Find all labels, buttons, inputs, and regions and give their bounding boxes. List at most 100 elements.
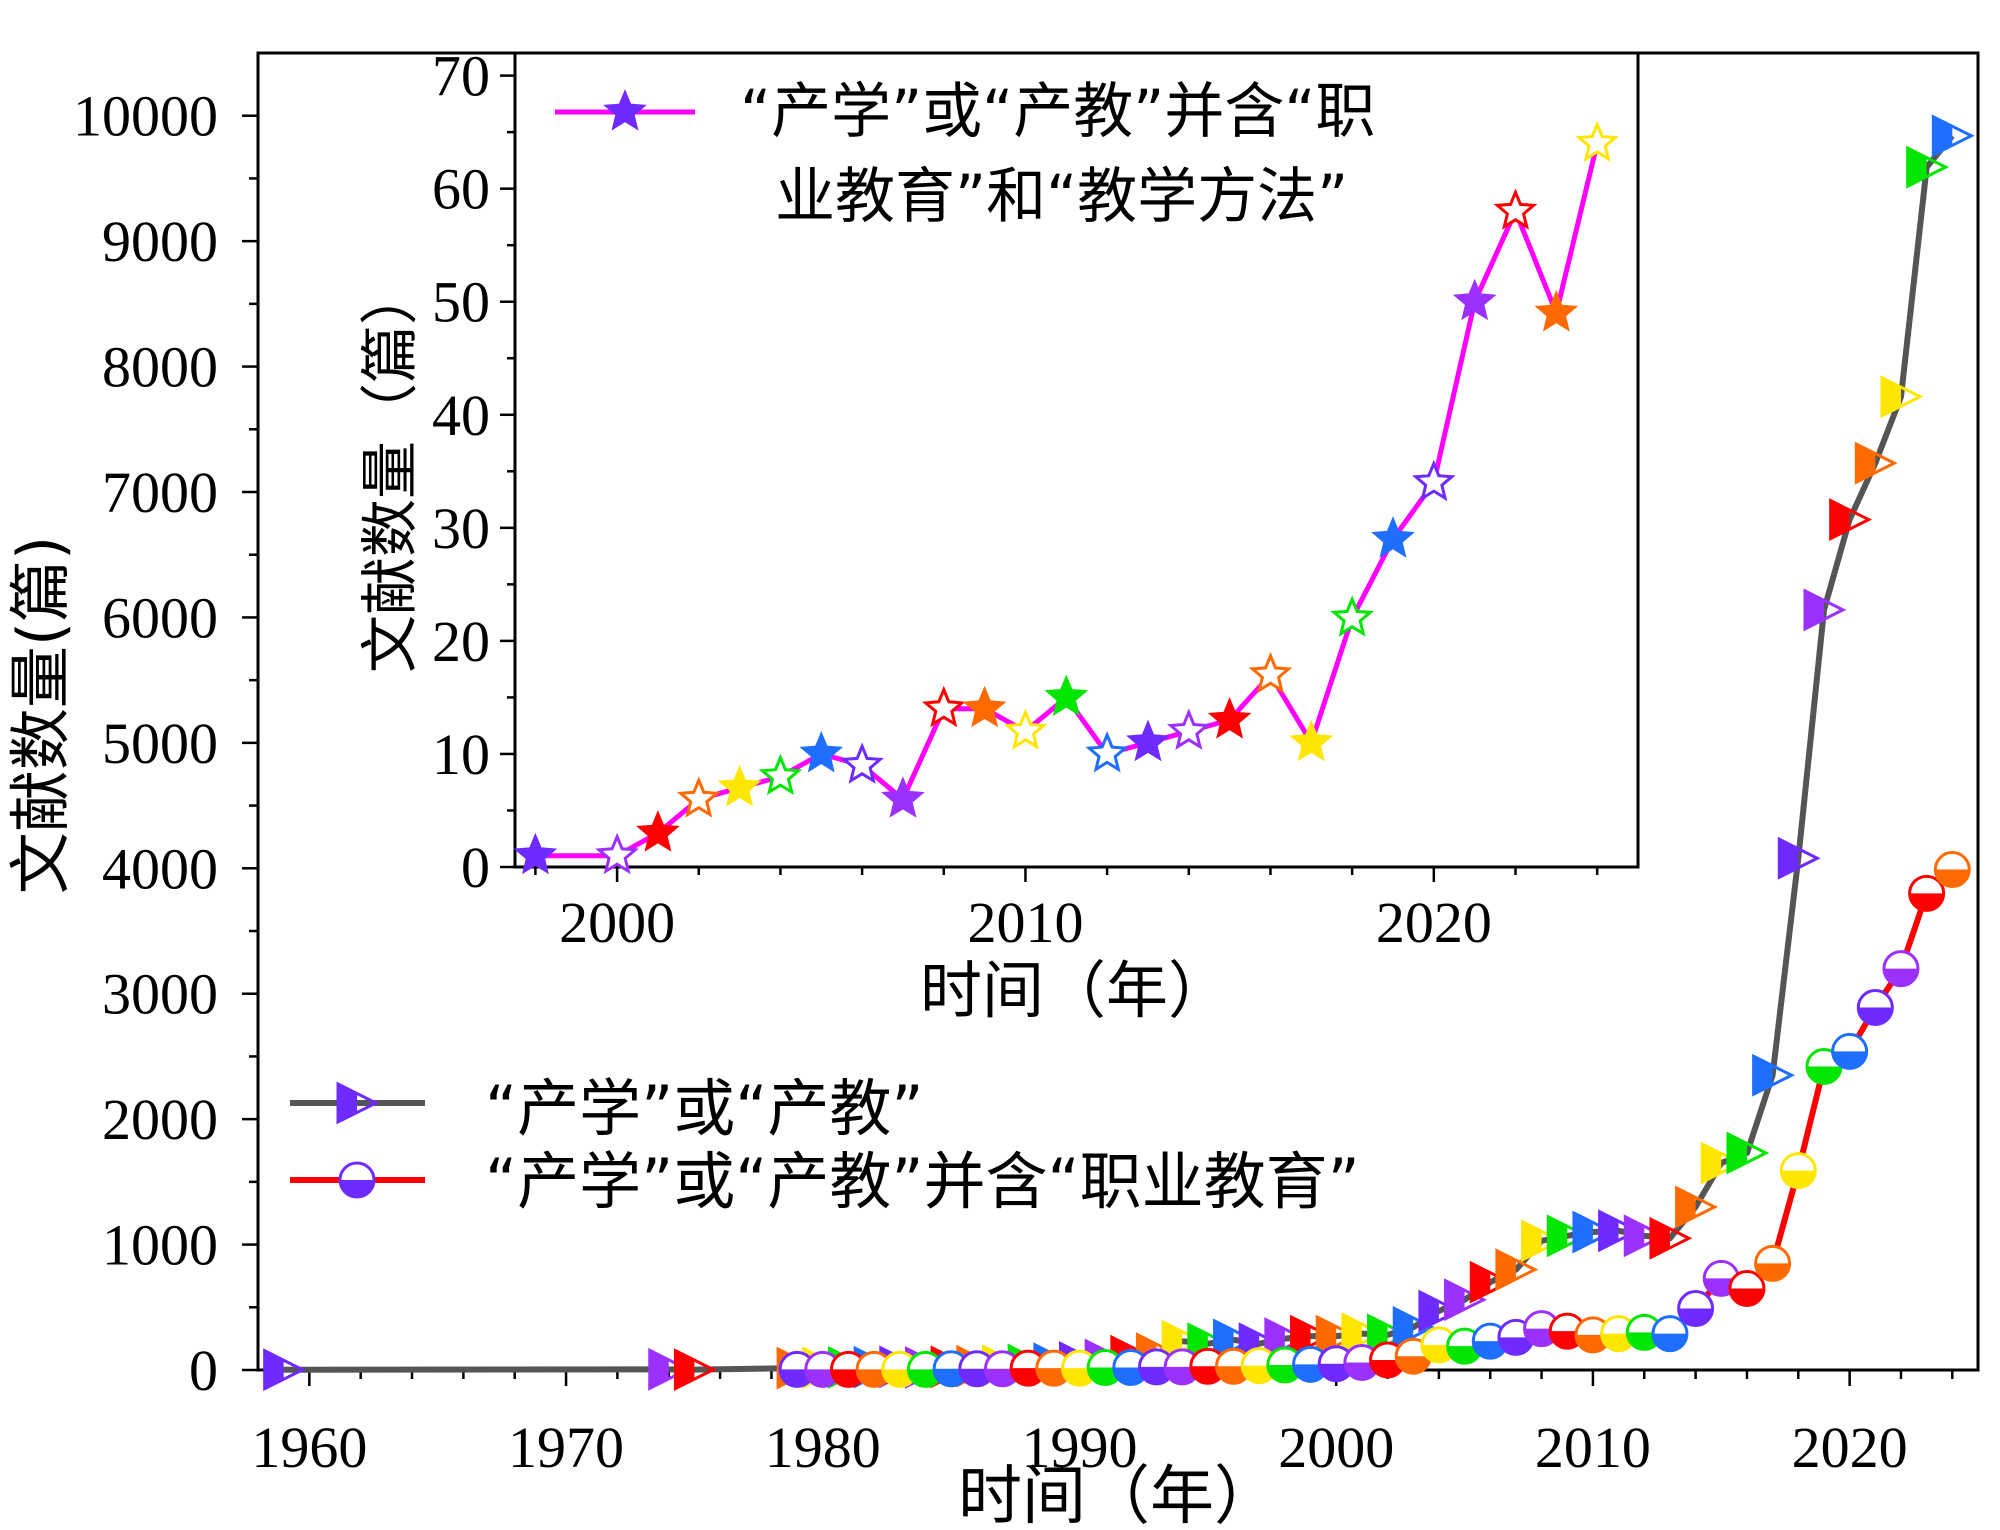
series-1-point [1880,375,1924,419]
series-1-point [1777,836,1821,880]
series-1-point-outline [1906,145,1950,189]
series-1-point-fill [1676,1187,1696,1226]
inset-series-point [676,776,721,818]
inset-series-point [758,753,803,796]
main-y-tick-label: 1000 [102,1213,218,1278]
inset-axes: 2000 2010 2020 0 10 20 30 40 50 60 70 [432,44,1599,955]
series-1-point-outline [1495,1248,1539,1292]
series-1-point-outline [1469,1260,1513,1304]
main-series-layer [263,114,1975,1392]
series-1-point [1495,1248,1539,1292]
series-1-point-fill [649,1350,669,1389]
series-1-point-fill [1881,377,1901,416]
series-1-point [1598,1209,1641,1253]
series-2-point [1292,1345,1330,1383]
series-1-point [1341,1312,1385,1356]
series-2-point-fill [1652,1333,1687,1351]
legend-series-1-marker-fill [338,1084,357,1122]
series-2-point-fill [1883,968,1918,986]
main-plot: 1960 1970 1980 1990 2000 2010 2020010002000300… [4,51,1980,1530]
inset-series-point [1044,674,1089,716]
series-2-point [855,1350,893,1388]
main-x-axis-title: 时间（年） [958,1460,1278,1530]
series-1-point [1649,1216,1693,1260]
series-1-point-outline [1675,1185,1718,1229]
main-y-tick-label: 4000 [102,836,218,901]
series-2-point-fill [1781,1170,1816,1188]
series-1-point-fill [1933,116,1953,155]
series-1-point-fill [264,1350,284,1389]
series-2-point [1933,851,1971,889]
series-1-point [1906,145,1950,189]
series-2-point-fill [1935,869,1970,887]
series-1-point-fill [1291,1317,1311,1356]
main-y-tick-label: 8000 [102,335,218,400]
legend-series-1-marker-outline [336,1081,380,1125]
inset-y-tick-label: 10 [432,722,490,787]
main-x-tick-label: 1960 [251,1415,367,1480]
series-1-point-fill [1856,444,1876,483]
main-y-tick-label: 3000 [102,962,218,1027]
inset-series-point [1166,708,1211,750]
inset-series-point [1411,459,1456,502]
inset-series-point [921,685,966,728]
series-1-point-outline [1444,1278,1487,1322]
series-1-point-outline [263,1348,307,1392]
main-y-tick-label: 5000 [102,711,218,776]
series-2-point-fill [1447,1346,1482,1364]
main-y-tick-label: 10000 [73,84,218,149]
inset-plot-frame [513,51,1640,869]
inset-series-point [636,810,680,852]
main-y-tick-label: 9000 [102,209,218,274]
series-1-point-outline [1649,1216,1693,1260]
series-2-point-fill [1858,1007,1893,1025]
series-1-point-fill [1394,1308,1414,1347]
series-2-point-fill [1370,1359,1405,1377]
series-1-point-outline [1803,588,1847,632]
series-1-point [1392,1305,1436,1349]
series-2-point-outline [1754,1244,1792,1282]
series-1-point-fill [1573,1213,1593,1252]
series-2-point [1651,1315,1689,1353]
series-2-point-outline [1933,851,1971,889]
series-1-point [1623,1214,1667,1258]
inset-y-tick-label: 30 [432,496,490,561]
series-1-point [1572,1210,1616,1254]
main-x-tick-label: 1980 [765,1415,881,1480]
series-2-point [1677,1290,1715,1328]
series-2-point-outline [1856,989,1894,1027]
inset-legend-label-line-1: “产学”或“产教”并含“职 [740,77,1375,147]
series-1-point-fill [1727,1134,1747,1173]
inset-series-point [1452,278,1497,321]
series-2-point [1728,1269,1766,1307]
inset-y-tick-label: 70 [432,44,490,109]
series-1-point [1521,1219,1564,1263]
series-2-point-outline [1651,1315,1689,1353]
series-1-point-fill [1625,1216,1645,1255]
series-1-point-fill [1548,1216,1568,1255]
inset-x-tick-label: 2000 [559,890,675,955]
series-2-point [1446,1327,1484,1365]
series-1-point-fill [1419,1292,1439,1331]
main-y-tick-label: 0 [189,1338,218,1403]
series-2-point-outline [1908,874,1946,912]
series-1-point-fill [1804,590,1824,629]
inset-y-tick-label: 60 [432,157,490,222]
legend-series-1-marker [336,1081,380,1125]
series-2-point [1574,1316,1612,1354]
inset-x-axis-title: 时间（年） [920,954,1230,1027]
series-2-point [1317,1345,1355,1383]
series-1-point-fill [1471,1263,1491,1302]
main-axes: 1960 1970 1980 1990 2000 2010 2020010002000300… [73,84,1954,1480]
series-2-point-fill [1909,893,1944,911]
series-1-point-fill [1907,148,1927,187]
series-1-point [263,1348,307,1392]
series-1-point [1854,441,1898,485]
series-1-point [1546,1214,1590,1258]
inset-series-point [1085,730,1129,773]
series-1-point-outline [1854,441,1898,485]
inset-series-point [1003,708,1048,750]
inset-y-tick-label: 40 [432,383,490,448]
series-1-point [673,1348,717,1392]
series-2-point-fill [1755,1263,1790,1281]
